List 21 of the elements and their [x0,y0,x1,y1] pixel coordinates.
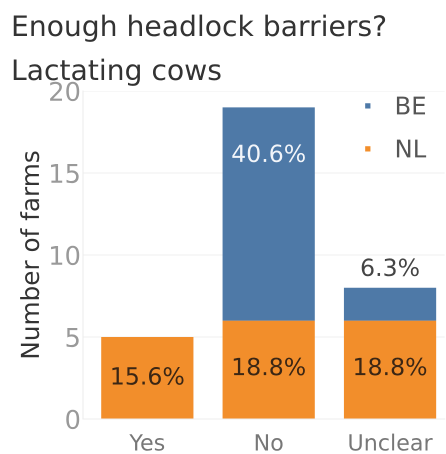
bar [344,320,436,419]
chart-title: Enough headlock barriers? [14,14,386,42]
y-tick-label: 0 [66,410,80,430]
annotation: 6.3% [362,258,419,276]
x-tick-label: Yes [129,434,164,451]
annotation: 40.6% [232,144,305,162]
annotation: 18.8% [234,358,305,376]
annotation: 15.6% [112,366,184,385]
annotation: 18.8% [355,358,426,376]
x-tick-label: No [256,434,283,451]
legend-label: NL [396,140,426,158]
y-tick-label: 10 [51,246,80,266]
y-axis-title: Number of farms [20,152,40,358]
bar [222,320,315,419]
x-tick-label: Unclear [349,434,433,451]
y-tick-label: 5 [66,328,79,348]
legend-label: BE [396,96,426,114]
bar [101,337,194,419]
bar [222,107,315,321]
y-tick-label: 15 [51,164,79,184]
bar [344,288,436,321]
